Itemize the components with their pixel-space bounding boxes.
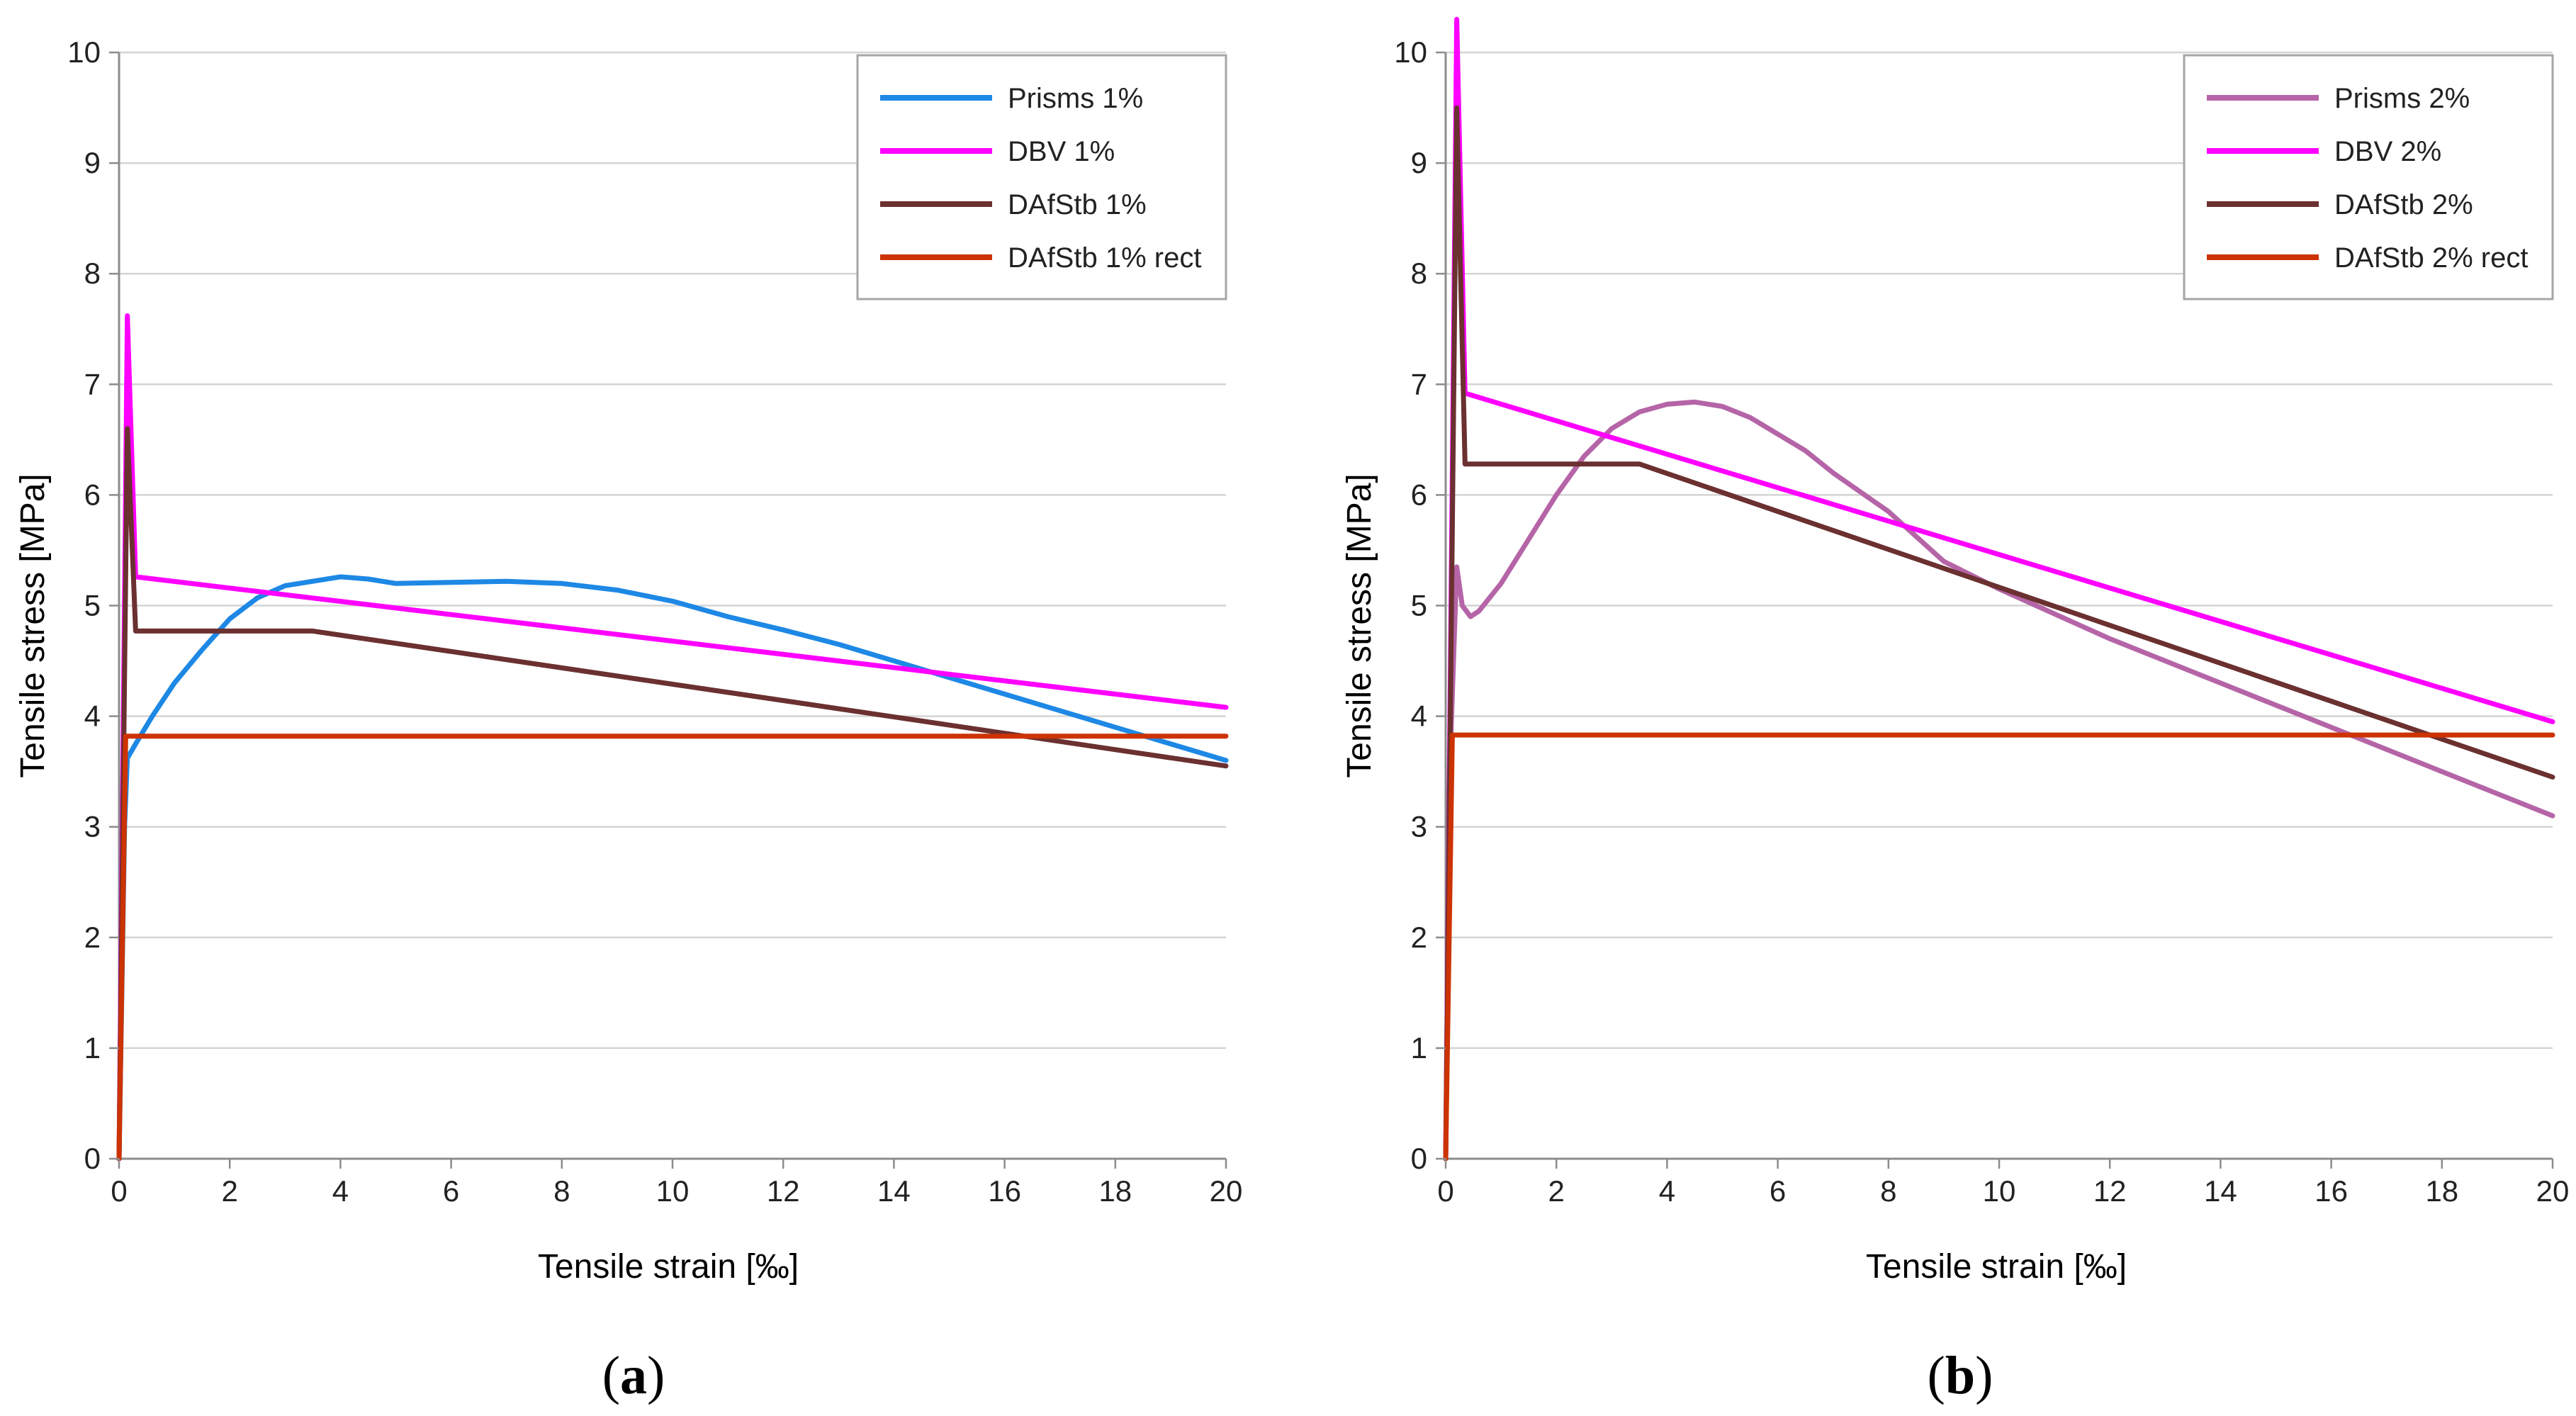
panel-b-legend-label-0: Prisms 2%	[2334, 83, 2470, 114]
panel-b-ylabel: Tensile stress [MPa]	[1341, 473, 1378, 777]
panel-a-xtick-label-4: 8	[553, 1174, 570, 1208]
panel-b-ytick-label-2: 2	[1411, 921, 1427, 954]
panel-b-series	[1443, 16, 2555, 1162]
panel-b-label-letter: b	[1945, 1346, 1975, 1405]
panel-a-xtick-label-7: 14	[877, 1174, 911, 1208]
panel-b-xtick-label-10: 20	[2536, 1174, 2570, 1208]
panel-a-ytick-label-4: 4	[84, 699, 101, 733]
panel-a-series-3	[116, 734, 1229, 1162]
panel-b-legend: Prisms 2% DBV 2% DAfStb 2% DAfStb 2% rect	[2183, 54, 2554, 300]
panel-a-xtick-label-3: 6	[443, 1174, 459, 1208]
panel-b-series-0	[1443, 399, 2555, 1162]
panel-b-ytick-label-6: 6	[1411, 478, 1427, 511]
panel-a-xtick-label-0: 0	[111, 1174, 127, 1208]
panel-b-ytick-label-4: 4	[1411, 699, 1427, 733]
panel-a-xtick-label-9: 18	[1098, 1174, 1132, 1208]
panel-b-ytick-label-0: 0	[1411, 1142, 1427, 1175]
panel-a-ytick-label-9: 9	[84, 146, 101, 179]
panel-b-xtick-label-6: 12	[2093, 1174, 2127, 1208]
panel-a-ytick-label-0: 0	[84, 1142, 101, 1175]
panel-a-ytick-label-10: 10	[67, 35, 101, 69]
panel-b-xtick-label-8: 16	[2315, 1174, 2348, 1208]
panel-b-ytick-label-8: 8	[1411, 257, 1427, 290]
panel-b-ytick-label-10: 10	[1394, 35, 1427, 69]
panel-b-xtick-label-9: 18	[2425, 1174, 2458, 1208]
panel-b-ytick-label-3: 3	[1411, 810, 1427, 843]
panel-a-ytick-label-6: 6	[84, 478, 101, 511]
panel-a-series-2	[116, 426, 1229, 1162]
panel-b-ytick-label-9: 9	[1411, 146, 1427, 179]
panel-a-ytick-label-8: 8	[84, 257, 101, 290]
panel-a-ytick-label-7: 7	[84, 367, 101, 400]
panel-a-legend-label-0: Prisms 1%	[1008, 83, 1143, 114]
panel-a-series-0	[116, 574, 1229, 1162]
panel-b-xtick-label-3: 6	[1770, 1174, 1786, 1208]
panel-a-legend: Prisms 1% DBV 1% DAfStb 1% DAfStb 1% rect	[856, 54, 1227, 300]
panel-b-legend-label-1: DBV 2%	[2334, 136, 2441, 167]
panel-b-ytick-label-1: 1	[1411, 1031, 1427, 1064]
panel-a-series	[116, 313, 1229, 1162]
panel-a-ylabel: Tensile stress [MPa]	[14, 473, 52, 777]
panel-a-xlabel: Tensile strain [‰]	[538, 1248, 799, 1286]
panel-a-label-letter: a	[620, 1346, 647, 1405]
panel-b-xtick-label-5: 10	[1983, 1174, 2016, 1208]
panel-a-ytick-label-3: 3	[84, 810, 101, 843]
panel-b-label: (b)	[1928, 1346, 1993, 1405]
panel-b-legend-label-3: DAfStb 2% rect	[2334, 242, 2528, 274]
panel-a-label: (a)	[602, 1346, 665, 1405]
panel-a-xtick-label-2: 4	[332, 1174, 349, 1208]
panel-b-series-3	[1443, 732, 2555, 1162]
panel-a-legend-label-3: DAfStb 1% rect	[1008, 242, 1201, 274]
panel-b-xtick-label-0: 0	[1437, 1174, 1453, 1208]
panel-b-series-2	[1443, 105, 2555, 1162]
panel-a-ytick-label-5: 5	[84, 589, 101, 622]
panel-b-xlabel: Tensile strain [‰]	[1866, 1248, 2127, 1286]
panel-b-xtick-label-7: 14	[2204, 1174, 2237, 1208]
panel-a-xtick-label-1: 2	[222, 1174, 238, 1208]
panel-b-ytick-label-7: 7	[1411, 367, 1427, 400]
panel-b-xtick-label-1: 2	[1548, 1174, 1565, 1208]
panel-a-grid	[119, 51, 1226, 1050]
panel-a-xtick-label-10: 20	[1210, 1174, 1243, 1208]
panel-b-legend-label-2: DAfStb 2%	[2334, 189, 2473, 220]
panel-a-xtick-label-5: 10	[656, 1174, 690, 1208]
panel-a-xtick-label-8: 16	[988, 1174, 1021, 1208]
panel-a-ytick-label-2: 2	[84, 921, 101, 954]
panel-a-legend-label-1: DBV 1%	[1008, 136, 1115, 167]
panel-b-ytick-label-5: 5	[1411, 589, 1427, 622]
panel-a-legend-label-2: DAfStb 1%	[1008, 189, 1147, 220]
panel-b-xtick-label-4: 8	[1880, 1174, 1896, 1208]
panel-a-xtick-label-6: 12	[767, 1174, 800, 1208]
panel-b-xtick-label-2: 4	[1659, 1174, 1675, 1208]
panel-a-ytick-label-1: 1	[84, 1031, 101, 1064]
